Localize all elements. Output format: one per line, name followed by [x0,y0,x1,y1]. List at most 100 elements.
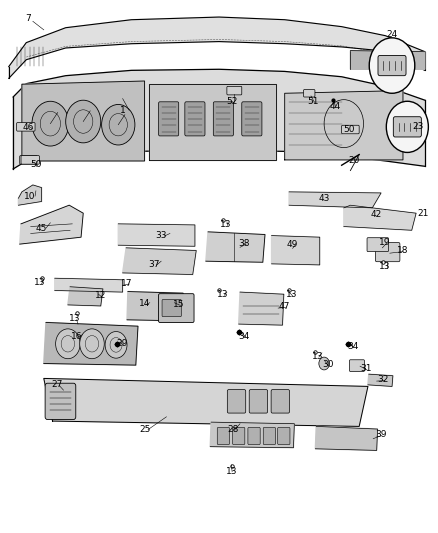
Text: 42: 42 [370,210,381,219]
Text: 38: 38 [239,239,250,248]
Polygon shape [18,185,42,205]
Text: 32: 32 [378,375,389,384]
Polygon shape [285,91,403,160]
FancyBboxPatch shape [162,300,181,317]
FancyBboxPatch shape [342,125,359,134]
Circle shape [56,329,80,359]
Text: 28: 28 [227,425,239,433]
Text: 23: 23 [413,123,424,131]
FancyBboxPatch shape [233,427,245,445]
Polygon shape [55,278,123,292]
FancyBboxPatch shape [45,383,76,419]
Circle shape [102,104,135,145]
Text: 29: 29 [116,340,127,348]
Text: 21: 21 [417,209,428,217]
FancyBboxPatch shape [263,427,276,445]
Circle shape [80,329,104,359]
Text: 7: 7 [25,14,32,23]
Circle shape [32,101,69,146]
Text: 16: 16 [71,333,82,341]
Text: 14: 14 [139,300,150,308]
Text: 12: 12 [95,292,106,300]
Text: 13: 13 [226,467,237,476]
FancyBboxPatch shape [304,90,315,97]
Polygon shape [13,69,425,169]
Text: 19: 19 [379,238,390,247]
Polygon shape [118,224,195,246]
FancyBboxPatch shape [375,243,400,262]
Circle shape [386,101,428,152]
Text: 30: 30 [322,360,333,369]
Circle shape [369,38,415,93]
Polygon shape [22,81,145,161]
Text: 37: 37 [148,261,160,269]
Polygon shape [206,232,265,262]
Polygon shape [149,84,276,160]
Text: 25: 25 [140,425,151,433]
Polygon shape [289,192,381,208]
FancyBboxPatch shape [20,156,37,164]
FancyBboxPatch shape [227,390,246,413]
FancyBboxPatch shape [217,427,230,445]
FancyBboxPatch shape [185,102,205,136]
Text: 51: 51 [307,97,319,106]
Text: 15: 15 [173,301,184,309]
FancyBboxPatch shape [21,156,39,164]
Polygon shape [68,287,103,306]
Polygon shape [368,374,393,386]
Polygon shape [210,422,294,448]
Text: 10: 10 [24,192,35,200]
Text: 46: 46 [23,124,34,132]
FancyBboxPatch shape [271,390,290,413]
Text: 47: 47 [278,302,290,311]
Polygon shape [272,236,320,265]
Text: 13: 13 [69,314,80,323]
Text: 49: 49 [287,240,298,248]
Text: 17: 17 [121,279,133,288]
Text: 1: 1 [120,107,126,115]
Text: 45: 45 [36,224,47,232]
Text: 33: 33 [155,231,167,240]
Text: 20: 20 [348,157,360,165]
Text: 27: 27 [51,381,63,389]
Text: 13: 13 [217,290,228,299]
FancyBboxPatch shape [393,117,421,137]
FancyBboxPatch shape [227,86,242,95]
Polygon shape [9,17,425,78]
Polygon shape [315,426,378,450]
Text: 24: 24 [386,30,398,39]
Polygon shape [344,205,416,230]
Circle shape [66,100,101,143]
Text: 43: 43 [318,194,330,203]
FancyBboxPatch shape [213,102,233,136]
Text: 13: 13 [379,262,390,271]
Polygon shape [44,378,368,426]
Circle shape [319,357,329,370]
Polygon shape [123,248,196,274]
Polygon shape [239,292,284,325]
Text: 13: 13 [220,221,231,229]
FancyBboxPatch shape [159,294,194,322]
Text: 34: 34 [347,342,358,351]
Text: 13: 13 [34,278,45,287]
Polygon shape [20,205,83,244]
Text: 13: 13 [286,290,297,299]
Text: 52: 52 [226,97,238,106]
Polygon shape [44,322,138,365]
Text: 50: 50 [343,125,355,134]
Text: 39: 39 [375,430,387,439]
Polygon shape [127,292,183,321]
FancyBboxPatch shape [249,390,268,413]
Text: 50: 50 [30,160,42,168]
FancyBboxPatch shape [367,238,389,252]
Text: 34: 34 [239,333,250,341]
FancyBboxPatch shape [378,55,406,76]
FancyBboxPatch shape [278,427,290,445]
FancyBboxPatch shape [350,360,364,372]
FancyBboxPatch shape [248,427,260,445]
FancyBboxPatch shape [17,123,35,131]
Text: 13: 13 [312,352,323,360]
Polygon shape [350,51,425,69]
Circle shape [105,332,127,358]
FancyBboxPatch shape [159,102,179,136]
